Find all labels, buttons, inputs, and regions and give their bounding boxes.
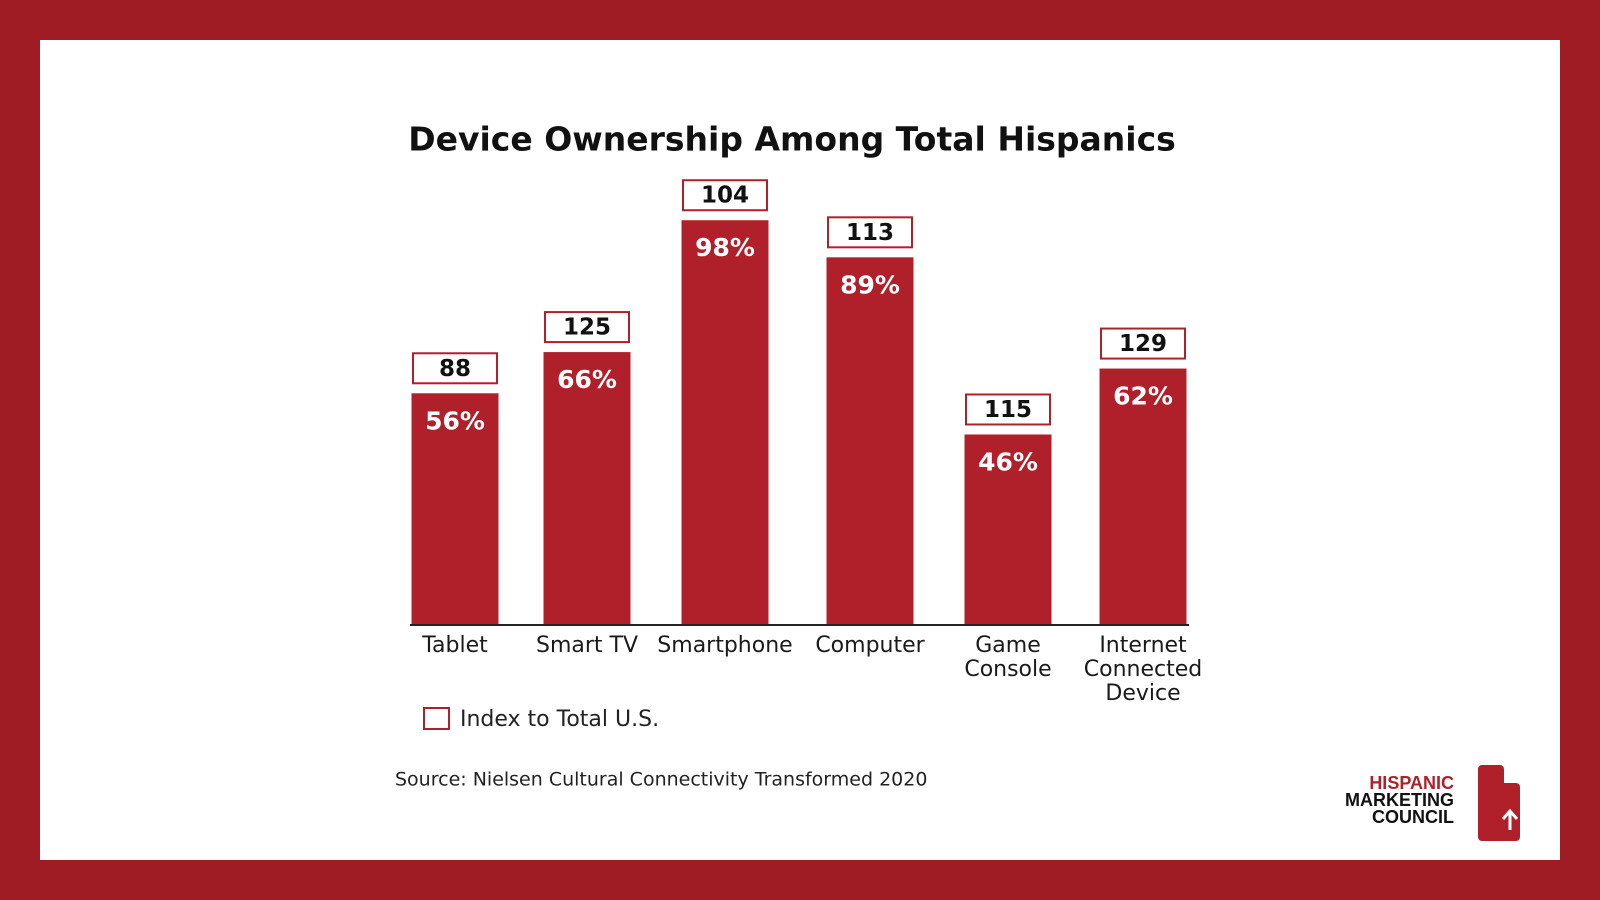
index-box [827,216,913,249]
value-label: 98% [695,233,755,262]
source-note: Source: Nielsen Cultural Connectivity Tr… [395,769,927,791]
value-label: 46% [978,447,1038,476]
index-box [682,179,768,212]
logo-text: MARKETING [1345,790,1454,810]
bar [411,393,499,624]
index-box [544,311,630,344]
logo-text: HISPANIC [1369,773,1454,793]
legend-swatch [423,707,450,730]
index-box [1100,327,1186,360]
x-tick-label: Smart TV [535,633,639,658]
x-tick-label: Computer [815,633,925,658]
index-box [412,352,498,385]
value-label: 89% [840,270,900,299]
x-tick-label: Smartphone [657,633,793,658]
index-label: 125 [563,315,611,341]
legend-label: Index to Total U.S. [460,707,659,732]
logo-shape [1478,765,1520,841]
index-label: 88 [439,356,471,382]
bar [681,220,769,625]
logo-text: COUNCIL [1372,807,1454,827]
bar [543,352,631,624]
value-label: 66% [557,365,617,394]
index-label: 113 [846,220,894,246]
bar [826,257,914,624]
chart-title: Device Ownership Among Total Hispanics [408,120,1176,159]
value-label: 56% [425,406,485,435]
index-label: 104 [701,183,749,209]
value-label: 62% [1113,382,1173,411]
index-label: 115 [984,397,1032,423]
logo-arrow [1501,808,1519,830]
bar [964,434,1052,624]
panel [40,40,1560,860]
index-box [965,393,1051,426]
bar [1099,368,1187,624]
index-label: 129 [1119,331,1167,357]
logo: HISPANIC MARKETING COUNCIL [1345,773,1454,827]
x-tick-label: Internet Connected Device [1083,633,1203,706]
x-tick-label: Game Console [964,633,1052,682]
x-tick-label: Tablet [422,633,488,658]
